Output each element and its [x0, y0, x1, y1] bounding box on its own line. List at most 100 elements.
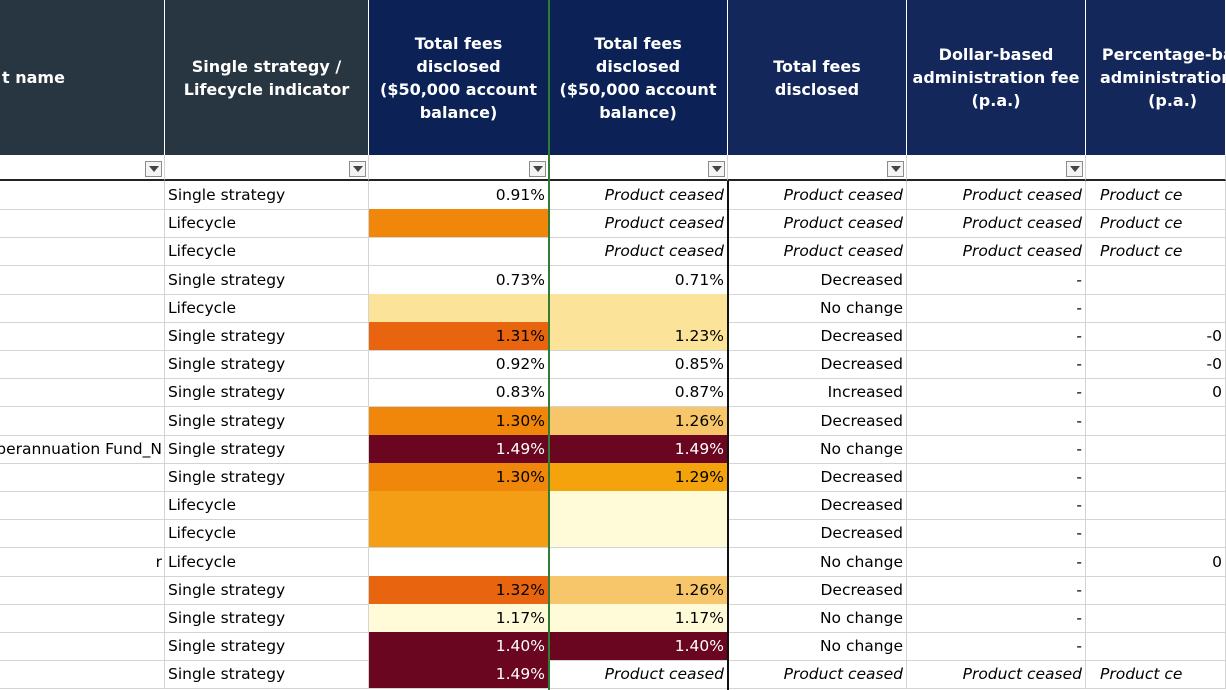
fee2-cell[interactable]: 1.23% — [549, 322, 728, 351]
change-cell[interactable]: No change — [728, 547, 907, 577]
fee1-cell[interactable]: 1.49% — [369, 434, 549, 464]
name-cell[interactable] — [0, 406, 165, 436]
name-cell[interactable] — [0, 265, 165, 295]
name-cell[interactable] — [0, 575, 165, 605]
fee2-cell[interactable]: 1.40% — [549, 632, 728, 662]
total-fees-header-2[interactable]: Total fees disclosed ($50,000 account ba… — [549, 0, 728, 155]
dollar-admin-cell[interactable]: - — [907, 434, 1086, 464]
dollar-admin-cell[interactable]: Product ceased — [907, 209, 1086, 239]
pct-admin-cell[interactable] — [1086, 265, 1226, 295]
indicator-cell[interactable]: Single strategy — [165, 434, 369, 464]
dollar-admin-cell[interactable]: Product ceased — [907, 181, 1086, 210]
fee2-cell[interactable]: 1.26% — [549, 406, 728, 436]
indicator-cell[interactable]: Single strategy — [165, 181, 369, 210]
total-fees-2-filter-button[interactable] — [708, 161, 725, 177]
name-cell[interactable]: uperannuation Fund_N — [0, 434, 165, 464]
dollar-admin-cell[interactable]: - — [907, 491, 1086, 521]
dollar-admin-cell[interactable]: - — [907, 265, 1086, 295]
fee1-cell[interactable]: 0.91% — [369, 181, 549, 210]
pct-admin-cell[interactable]: Product ce — [1086, 660, 1226, 690]
fee2-cell[interactable] — [549, 293, 728, 323]
fee2-cell[interactable] — [549, 491, 728, 521]
name-cell[interactable] — [0, 209, 165, 239]
total-fees-header-1[interactable]: Total fees disclosed ($50,000 account ba… — [369, 0, 549, 155]
fee1-cell[interactable] — [369, 547, 549, 577]
dollar-admin-cell[interactable]: - — [907, 406, 1086, 436]
name-cell[interactable] — [0, 350, 165, 380]
fee1-cell[interactable] — [369, 491, 549, 521]
dollar-admin-cell[interactable]: Product ceased — [907, 237, 1086, 267]
fee1-cell[interactable]: 0.92% — [369, 350, 549, 380]
indicator-cell[interactable]: Single strategy — [165, 575, 369, 605]
indicator-cell[interactable]: Lifecycle — [165, 237, 369, 267]
dollar-admin-cell[interactable]: - — [907, 519, 1086, 549]
pct-admin-cell[interactable]: -0 — [1086, 322, 1226, 351]
pct-admin-cell[interactable] — [1086, 406, 1226, 436]
fee2-cell[interactable] — [549, 547, 728, 577]
fund-name-filter-button[interactable] — [145, 161, 162, 177]
pct-admin-cell[interactable] — [1086, 632, 1226, 662]
indicator-cell[interactable]: Lifecycle — [165, 547, 369, 577]
dollar-admin-cell[interactable]: Product ceased — [907, 660, 1086, 690]
indicator-header[interactable]: Single strategy / Lifecycle indicator — [165, 0, 369, 155]
name-cell[interactable]: r — [0, 547, 165, 577]
fee2-cell[interactable]: Product ceased — [549, 209, 728, 239]
change-cell[interactable]: No change — [728, 434, 907, 464]
indicator-cell[interactable]: Single strategy — [165, 378, 369, 408]
fee1-cell[interactable]: 1.49% — [369, 660, 549, 690]
fee1-cell[interactable] — [369, 519, 549, 549]
change-cell[interactable]: Product ceased — [728, 237, 907, 267]
indicator-cell[interactable]: Single strategy — [165, 660, 369, 690]
name-cell[interactable] — [0, 293, 165, 323]
name-cell[interactable] — [0, 660, 165, 690]
change-cell[interactable]: No change — [728, 293, 907, 323]
indicator-cell[interactable]: Single strategy — [165, 406, 369, 436]
dollar-admin-cell[interactable]: - — [907, 378, 1086, 408]
indicator-cell[interactable]: Single strategy — [165, 604, 369, 633]
change-cell[interactable]: Decreased — [728, 463, 907, 492]
pct-admin-cell[interactable] — [1086, 491, 1226, 521]
fee1-cell[interactable]: 1.30% — [369, 406, 549, 436]
indicator-cell[interactable]: Lifecycle — [165, 519, 369, 549]
indicator-cell[interactable]: Lifecycle — [165, 209, 369, 239]
fee1-cell[interactable]: 1.40% — [369, 632, 549, 662]
name-cell[interactable] — [0, 237, 165, 267]
pct-admin-cell[interactable]: 0 — [1086, 378, 1226, 408]
fund-name-header[interactable]: t name — [0, 0, 165, 155]
pct-admin-cell[interactable] — [1086, 519, 1226, 549]
total-fees-change-header[interactable]: Total fees disclosed — [728, 0, 907, 155]
pct-admin-cell[interactable]: Product ce — [1086, 181, 1226, 210]
indicator-cell[interactable]: Single strategy — [165, 632, 369, 662]
change-cell[interactable]: Decreased — [728, 350, 907, 380]
indicator-cell[interactable]: Single strategy — [165, 463, 369, 492]
fee1-cell[interactable] — [369, 209, 549, 239]
name-cell[interactable] — [0, 604, 165, 633]
fee1-cell[interactable]: 1.17% — [369, 604, 549, 633]
change-cell[interactable]: Increased — [728, 378, 907, 408]
pct-admin-cell[interactable] — [1086, 463, 1226, 492]
pct-admin-cell[interactable]: 0 — [1086, 547, 1226, 577]
dollar-admin-cell[interactable]: - — [907, 350, 1086, 380]
indicator-cell[interactable]: Single strategy — [165, 350, 369, 380]
name-cell[interactable] — [0, 491, 165, 521]
name-cell[interactable] — [0, 181, 165, 210]
dollar-admin-cell[interactable]: - — [907, 463, 1086, 492]
dollar-admin-cell[interactable]: - — [907, 632, 1086, 662]
fee2-cell[interactable]: 0.87% — [549, 378, 728, 408]
dollar-admin-cell[interactable]: - — [907, 322, 1086, 351]
fee1-cell[interactable]: 0.83% — [369, 378, 549, 408]
indicator-filter-button[interactable] — [349, 161, 366, 177]
change-cell[interactable]: Decreased — [728, 575, 907, 605]
fee2-cell[interactable]: 0.71% — [549, 265, 728, 295]
total-fees-change-filter-button[interactable] — [887, 161, 904, 177]
indicator-cell[interactable]: Single strategy — [165, 322, 369, 351]
name-cell[interactable] — [0, 519, 165, 549]
name-cell[interactable] — [0, 378, 165, 408]
change-cell[interactable]: Decreased — [728, 519, 907, 549]
indicator-cell[interactable]: Lifecycle — [165, 293, 369, 323]
fee2-cell[interactable] — [549, 519, 728, 549]
change-cell[interactable]: Product ceased — [728, 209, 907, 239]
dollar-admin-fee-header[interactable]: Dollar-based administration fee (p.a.) — [907, 0, 1086, 155]
fee1-cell[interactable]: 1.31% — [369, 322, 549, 351]
